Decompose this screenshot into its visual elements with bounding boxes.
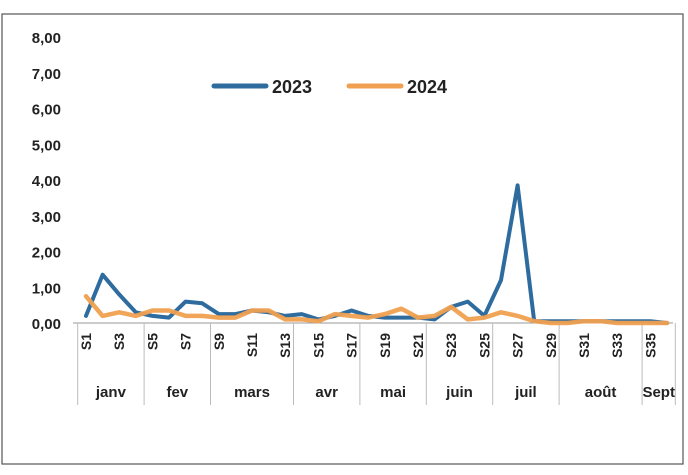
y-tick-label: 8,00 bbox=[32, 30, 61, 47]
month-label: avr bbox=[315, 384, 338, 401]
y-tick-label: 6,00 bbox=[32, 102, 61, 119]
x-tick-label: S27 bbox=[510, 333, 526, 358]
x-tick-label: S25 bbox=[476, 333, 492, 358]
y-tick-label: 0,00 bbox=[32, 316, 61, 333]
x-tick-label: S33 bbox=[609, 333, 625, 358]
x-tick-label: S7 bbox=[178, 333, 194, 350]
x-tick-label: S13 bbox=[277, 333, 293, 358]
y-tick-label: 7,00 bbox=[32, 66, 61, 83]
month-label: juin bbox=[445, 384, 473, 401]
month-label: mai bbox=[380, 384, 406, 401]
x-tick-label: S23 bbox=[443, 333, 459, 358]
plot-area bbox=[83, 183, 670, 326]
x-tick-label: S5 bbox=[144, 333, 160, 350]
x-tick-label: S9 bbox=[211, 333, 227, 350]
month-label: janv bbox=[95, 384, 127, 401]
month-label: mars bbox=[234, 384, 270, 401]
y-tick-label: 1,00 bbox=[32, 280, 61, 297]
x-tick-label: S31 bbox=[576, 333, 592, 358]
month-label: Sept bbox=[642, 384, 675, 401]
chart-frame bbox=[1, 13, 684, 465]
month-label: juil bbox=[514, 384, 537, 401]
month-label: fev bbox=[166, 384, 188, 401]
y-tick-label: 3,00 bbox=[32, 209, 61, 226]
legend-label-2024: 2024 bbox=[407, 77, 447, 97]
x-tick-label: S17 bbox=[344, 333, 360, 358]
legend-label-2023: 2023 bbox=[272, 77, 312, 97]
x-tick-label: S29 bbox=[543, 333, 559, 358]
x-tick-label: S19 bbox=[377, 333, 393, 358]
y-tick-label: 2,00 bbox=[32, 245, 61, 262]
x-tick-label: S15 bbox=[310, 333, 326, 358]
x-tick-label: S21 bbox=[410, 333, 426, 358]
y-tick-label: 4,00 bbox=[32, 173, 61, 190]
month-label: août bbox=[585, 384, 617, 401]
series-line-2024 bbox=[83, 293, 670, 326]
legend: 2023 2024 bbox=[211, 77, 447, 97]
x-tick-label: S3 bbox=[111, 333, 127, 350]
y-tick-label: 5,00 bbox=[32, 137, 61, 154]
x-tick-label: S11 bbox=[244, 333, 260, 357]
x-tick-label: S1 bbox=[78, 333, 94, 350]
y-axis: 0,00 1,00 2,00 3,00 4,00 5,00 6,00 7,00 8,00 bbox=[32, 30, 61, 333]
x-tick-label: S35 bbox=[642, 333, 658, 358]
